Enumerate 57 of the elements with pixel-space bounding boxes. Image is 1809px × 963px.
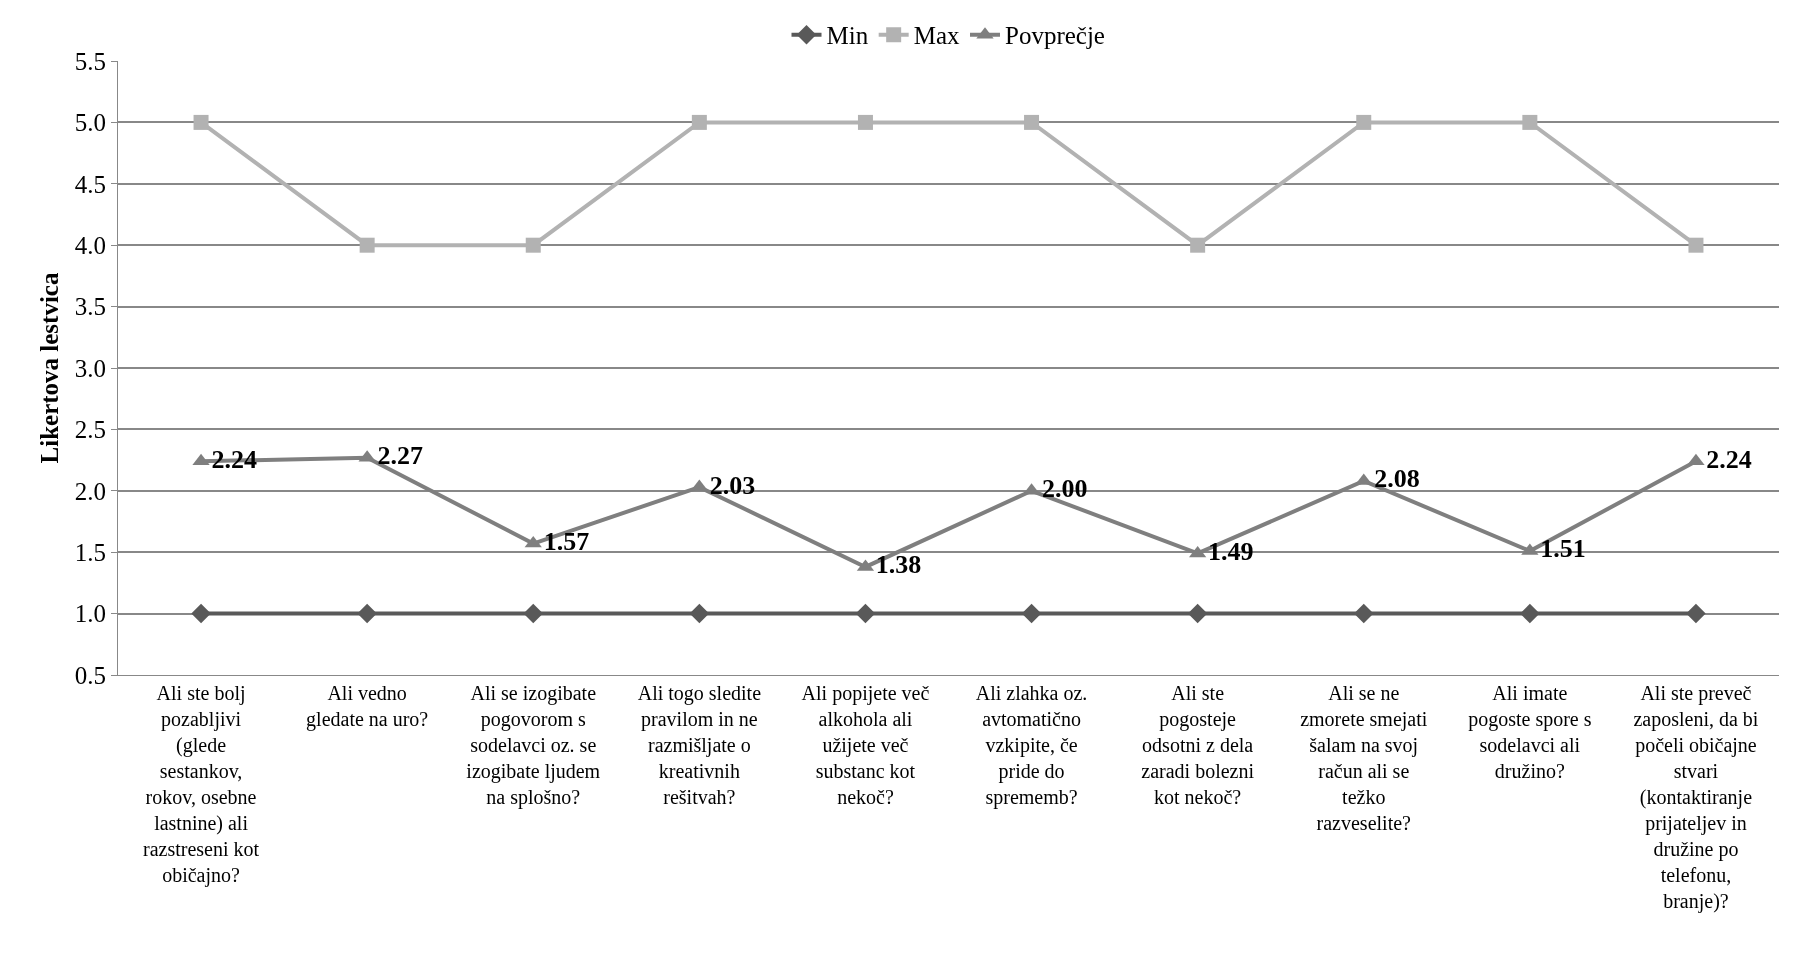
point — [857, 114, 873, 130]
data-label: 1.49 — [1208, 536, 1254, 566]
point — [359, 237, 375, 253]
y-tick-label: 0.5 — [74, 661, 106, 689]
data-label: 2.08 — [1374, 464, 1420, 494]
data-label: 1.38 — [875, 550, 922, 580]
point — [357, 603, 377, 624]
y-tick-label: 4.5 — [74, 170, 106, 198]
point — [1356, 114, 1372, 130]
point — [1686, 603, 1706, 624]
data-label: 1.51 — [1540, 534, 1586, 564]
point — [1522, 114, 1538, 130]
point — [1354, 603, 1374, 624]
data-label: 2.03 — [709, 470, 756, 500]
legend-label: Povprečje — [1005, 22, 1105, 50]
x-tick-label: Ali vedno gledate na uro? — [306, 682, 429, 731]
legend-label: Max — [913, 22, 960, 50]
point — [1688, 237, 1704, 253]
point — [855, 603, 876, 624]
point — [191, 603, 211, 624]
x-tick-label: Ali ste pogosteje odsotni z dela zaradi bolezni kot nekoč? — [1141, 682, 1255, 808]
x-tick-label: Ali se ne zmorete smejati šalam na svoj račun ali se težko razveselite? — [1300, 682, 1428, 834]
data-label: 2.00 — [1041, 474, 1088, 504]
y-axis-title: Likertova lestvica — [36, 272, 63, 464]
point — [1190, 237, 1206, 253]
y-tick-label: 1.0 — [74, 600, 106, 628]
legend-label: Min — [826, 22, 869, 50]
point — [1187, 603, 1208, 624]
category-label: Ali ste preveč zaposleni, da bi počeli običajne stvari (kontaktiranje prijateljev in družine po telefonu, branje)? — [1633, 682, 1759, 912]
y-tick-label: 2.0 — [74, 477, 106, 505]
point — [689, 603, 710, 624]
point — [525, 237, 541, 253]
point — [691, 114, 707, 130]
y-tick-label: 4.0 — [74, 231, 106, 259]
y-tick-label: 1.5 — [74, 538, 106, 566]
data-label: 2.24 — [1706, 444, 1752, 474]
x-tick-label: Ali togo sledite pravilom in ne razmišljate o kreativnih rešitvah? — [637, 682, 762, 808]
y-tick-label: 5.5 — [74, 47, 106, 75]
x-tick-label: Ali imate pogoste spore s sodelavci ali družino? — [1468, 682, 1592, 782]
data-label: 1.57 — [543, 527, 590, 557]
x-tick-label: Ali ste bolj pozabljivi (glede sestankov, rokov, osebne lastnine) ali razstreseni kot običajno? — [143, 682, 260, 887]
point — [1021, 603, 1042, 624]
point — [523, 603, 543, 624]
x-tick-label: Ali se izogibate pogovorom s sodelavci oz. se izogibate ljudem na splošno? — [466, 682, 601, 809]
point — [1687, 453, 1705, 466]
y-tick-label: 3.5 — [74, 293, 106, 321]
point — [193, 114, 209, 130]
y-tick-label: 2.5 — [74, 416, 106, 444]
x-tick-label: Ali popijete več alkohola ali užijete več substanc kot nekoč? — [801, 682, 930, 808]
x-tick-label: Ali zlahka oz. avtomatično vzkipite, če pride do sprememb? — [975, 682, 1088, 809]
data-label: 2.27 — [377, 441, 424, 471]
point — [192, 453, 210, 466]
y-tick-label: 5.0 — [74, 109, 106, 137]
point — [1520, 603, 1540, 624]
y-tick-label: 3.0 — [74, 354, 106, 382]
data-label: 2.24 — [211, 444, 257, 474]
point — [1024, 114, 1040, 130]
